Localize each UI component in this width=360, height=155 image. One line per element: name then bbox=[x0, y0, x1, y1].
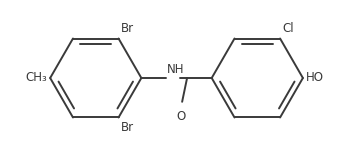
Text: O: O bbox=[176, 110, 186, 123]
Text: Br: Br bbox=[121, 121, 134, 134]
Text: Cl: Cl bbox=[282, 22, 294, 35]
Text: HO: HO bbox=[306, 71, 324, 84]
Text: CH₃: CH₃ bbox=[26, 71, 47, 84]
Text: NH: NH bbox=[167, 63, 184, 76]
Text: Br: Br bbox=[121, 22, 134, 35]
